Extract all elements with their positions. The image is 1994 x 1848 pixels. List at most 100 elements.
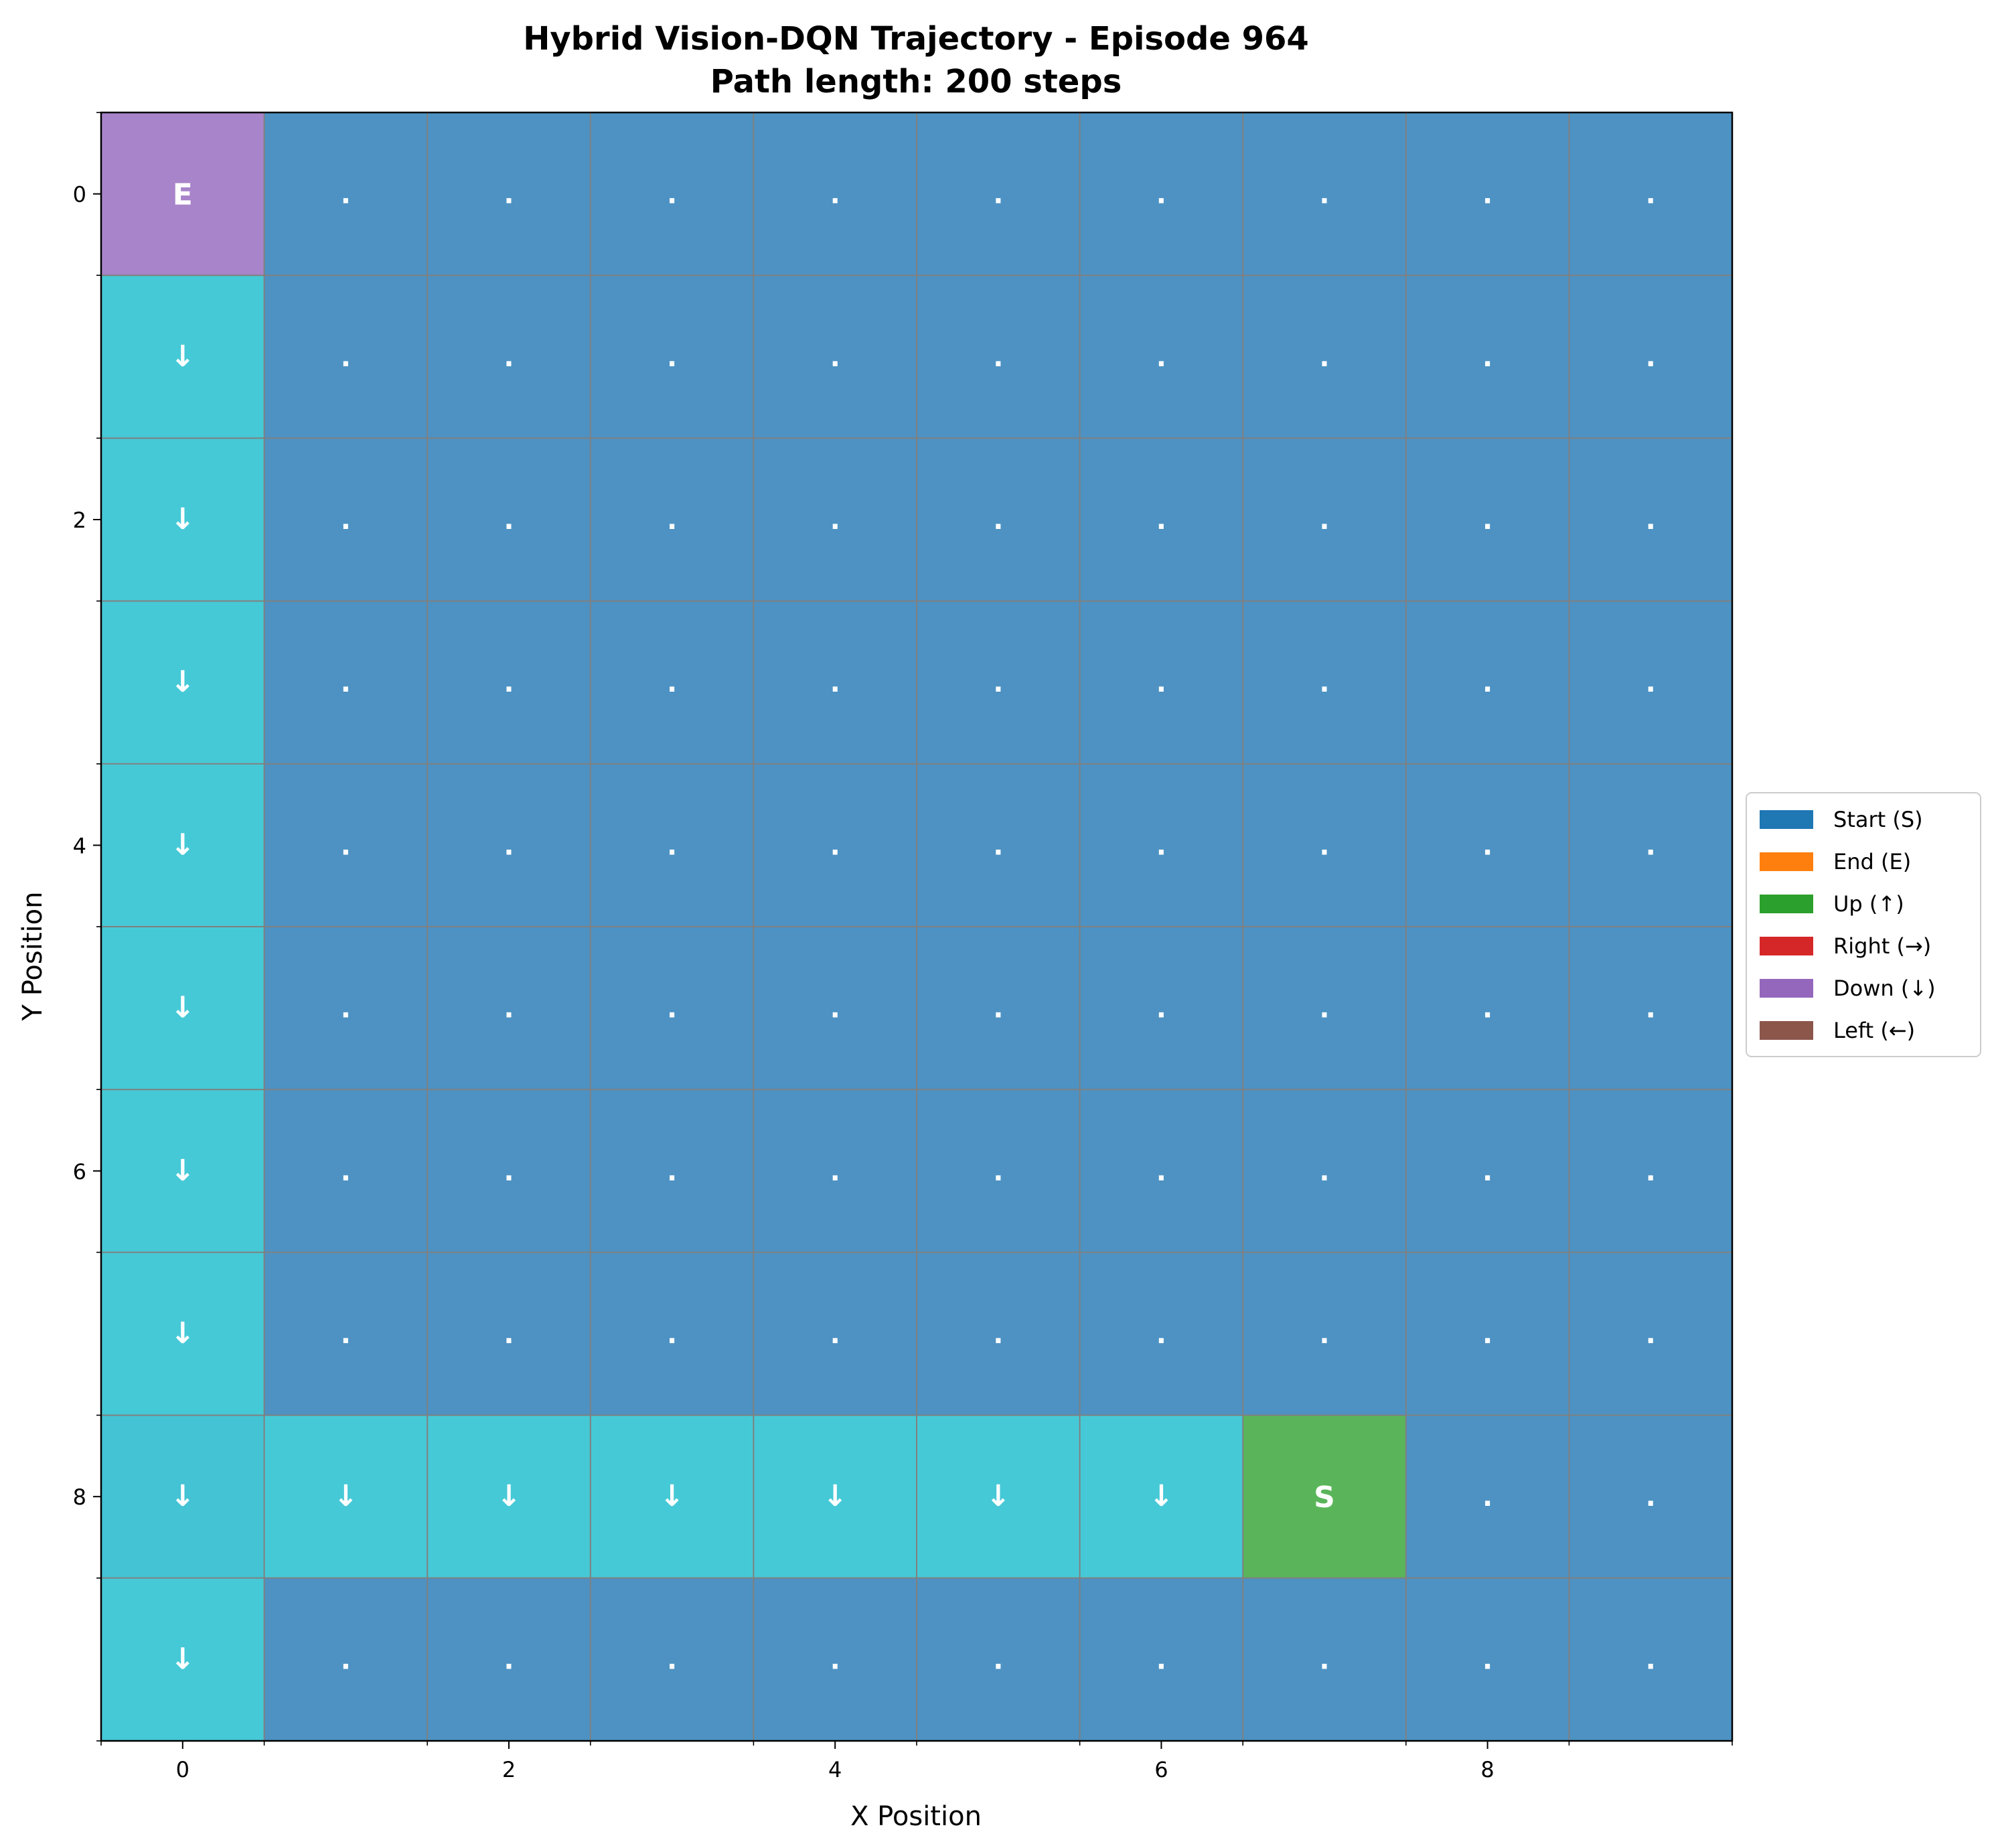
cell-label: . [1646, 1644, 1656, 1675]
grid-cell [1405, 1252, 1569, 1415]
cell-label: . [1319, 668, 1329, 698]
legend-label: Start (S) [1833, 807, 1923, 832]
cell-label: . [1156, 1644, 1166, 1675]
cell-label: . [1156, 179, 1166, 210]
cell-label: . [504, 505, 514, 536]
cell-label: . [1319, 342, 1329, 373]
y-tick-label: 2 [73, 508, 86, 533]
grid-cell [1405, 601, 1569, 764]
cell-label: ↓ [1149, 1479, 1174, 1513]
grid-cells [101, 112, 1732, 1741]
y-axis-label: Y Position [17, 892, 48, 1022]
grid-cell [1405, 1415, 1569, 1578]
x-tick-label: 2 [502, 1757, 516, 1782]
cell-label: . [341, 1156, 351, 1187]
cell-label: . [1646, 179, 1656, 210]
grid-cell [264, 1577, 428, 1741]
legend-label: Left (←) [1833, 1018, 1915, 1043]
cell-label: . [1319, 830, 1329, 861]
grid-cell [1243, 1577, 1406, 1741]
grid-cell [917, 275, 1080, 439]
cell-label: . [341, 994, 351, 1024]
legend-swatch [1760, 937, 1813, 955]
grid-cell [427, 1252, 591, 1415]
grid-cell [590, 438, 754, 601]
grid-cell [1243, 763, 1406, 927]
grid-cell [1569, 927, 1732, 1090]
cell-label: . [1482, 1644, 1492, 1675]
grid-cell [753, 112, 917, 276]
cell-label: ↓ [170, 339, 195, 374]
cell-label: . [1156, 668, 1166, 698]
cell-label: . [1646, 830, 1656, 861]
grid-cell [427, 112, 591, 276]
grid-cell [1405, 275, 1569, 439]
grid-cell [264, 1415, 428, 1578]
cell-label: . [1319, 1319, 1329, 1350]
cell-label: ↓ [170, 665, 195, 699]
x-tick-label: 4 [828, 1757, 842, 1782]
cell-label: ↓ [170, 991, 195, 1025]
cell-label: . [1156, 342, 1166, 373]
cell-label: . [830, 1156, 840, 1187]
grid-cell [101, 438, 264, 601]
axis-ticks: 0 2 4 6 8 0 2 4 6 8 [73, 112, 1733, 1782]
grid-cell [1079, 1089, 1243, 1253]
grid-cell [264, 763, 428, 927]
grid-cell [917, 763, 1080, 927]
cell-label: . [830, 994, 840, 1024]
grid-cell [427, 1415, 591, 1578]
grid-cell [101, 1577, 264, 1741]
grid-cell [917, 601, 1080, 764]
grid-cell [917, 1577, 1080, 1741]
cell-label: ↓ [986, 1479, 1010, 1513]
cell-label: . [1482, 505, 1492, 536]
grid-cell [1079, 1415, 1243, 1578]
grid-cell [1243, 112, 1406, 276]
cell-label: ↓ [170, 502, 195, 536]
grid-cell [427, 438, 591, 601]
grid-cell [1079, 1252, 1243, 1415]
cell-label: . [504, 1319, 514, 1350]
cell-label: . [1156, 505, 1166, 536]
grid-cell [1243, 438, 1406, 601]
x-axis-label: X Position [850, 1801, 982, 1832]
cell-label: S [1314, 1480, 1335, 1515]
cell-label: . [830, 179, 840, 210]
y-tick-label: 0 [73, 182, 86, 208]
cell-label: ↓ [333, 1479, 358, 1513]
grid-cell [590, 275, 754, 439]
x-tick-label: 0 [176, 1757, 189, 1782]
grid-cell [1405, 927, 1569, 1090]
cell-label: . [1156, 830, 1166, 861]
grid-cell [1079, 601, 1243, 764]
cell-label: . [830, 830, 840, 861]
cell-label: ↓ [170, 828, 195, 862]
cell-label: . [341, 830, 351, 861]
cell-label: ↓ [170, 1154, 195, 1188]
grid-cell [427, 1577, 591, 1741]
grid-cell [1569, 112, 1732, 276]
grid-cell [101, 927, 264, 1090]
cell-label: . [504, 994, 514, 1024]
y-tick-label: 6 [73, 1159, 86, 1184]
grid-lines [101, 112, 1732, 1741]
cell-label: . [341, 179, 351, 210]
cell-label: . [1646, 994, 1656, 1024]
cell-label: . [504, 668, 514, 698]
grid-cell [1243, 601, 1406, 764]
cell-label: . [993, 830, 1003, 861]
grid-cell [264, 275, 428, 439]
grid-cell [1079, 927, 1243, 1090]
grid-cell [101, 1252, 264, 1415]
grid-cell [590, 601, 754, 764]
grid-cell [1243, 927, 1406, 1090]
grid-cell [753, 1577, 917, 1741]
cell-label: ↓ [823, 1479, 848, 1513]
grid-cell [101, 1415, 264, 1578]
cell-label: . [1482, 179, 1492, 210]
cell-label: . [667, 1156, 677, 1187]
grid-cell [917, 1415, 1080, 1578]
cell-label: . [504, 1644, 514, 1675]
cell-label: ↓ [170, 1479, 195, 1513]
